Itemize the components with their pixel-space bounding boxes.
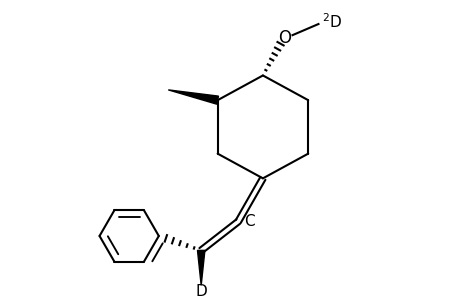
Text: $^{2}$D: $^{2}$D xyxy=(321,13,341,31)
Text: D: D xyxy=(195,284,207,299)
Text: C: C xyxy=(243,214,254,229)
Polygon shape xyxy=(168,90,218,104)
Polygon shape xyxy=(197,250,204,285)
Text: O: O xyxy=(277,28,290,46)
